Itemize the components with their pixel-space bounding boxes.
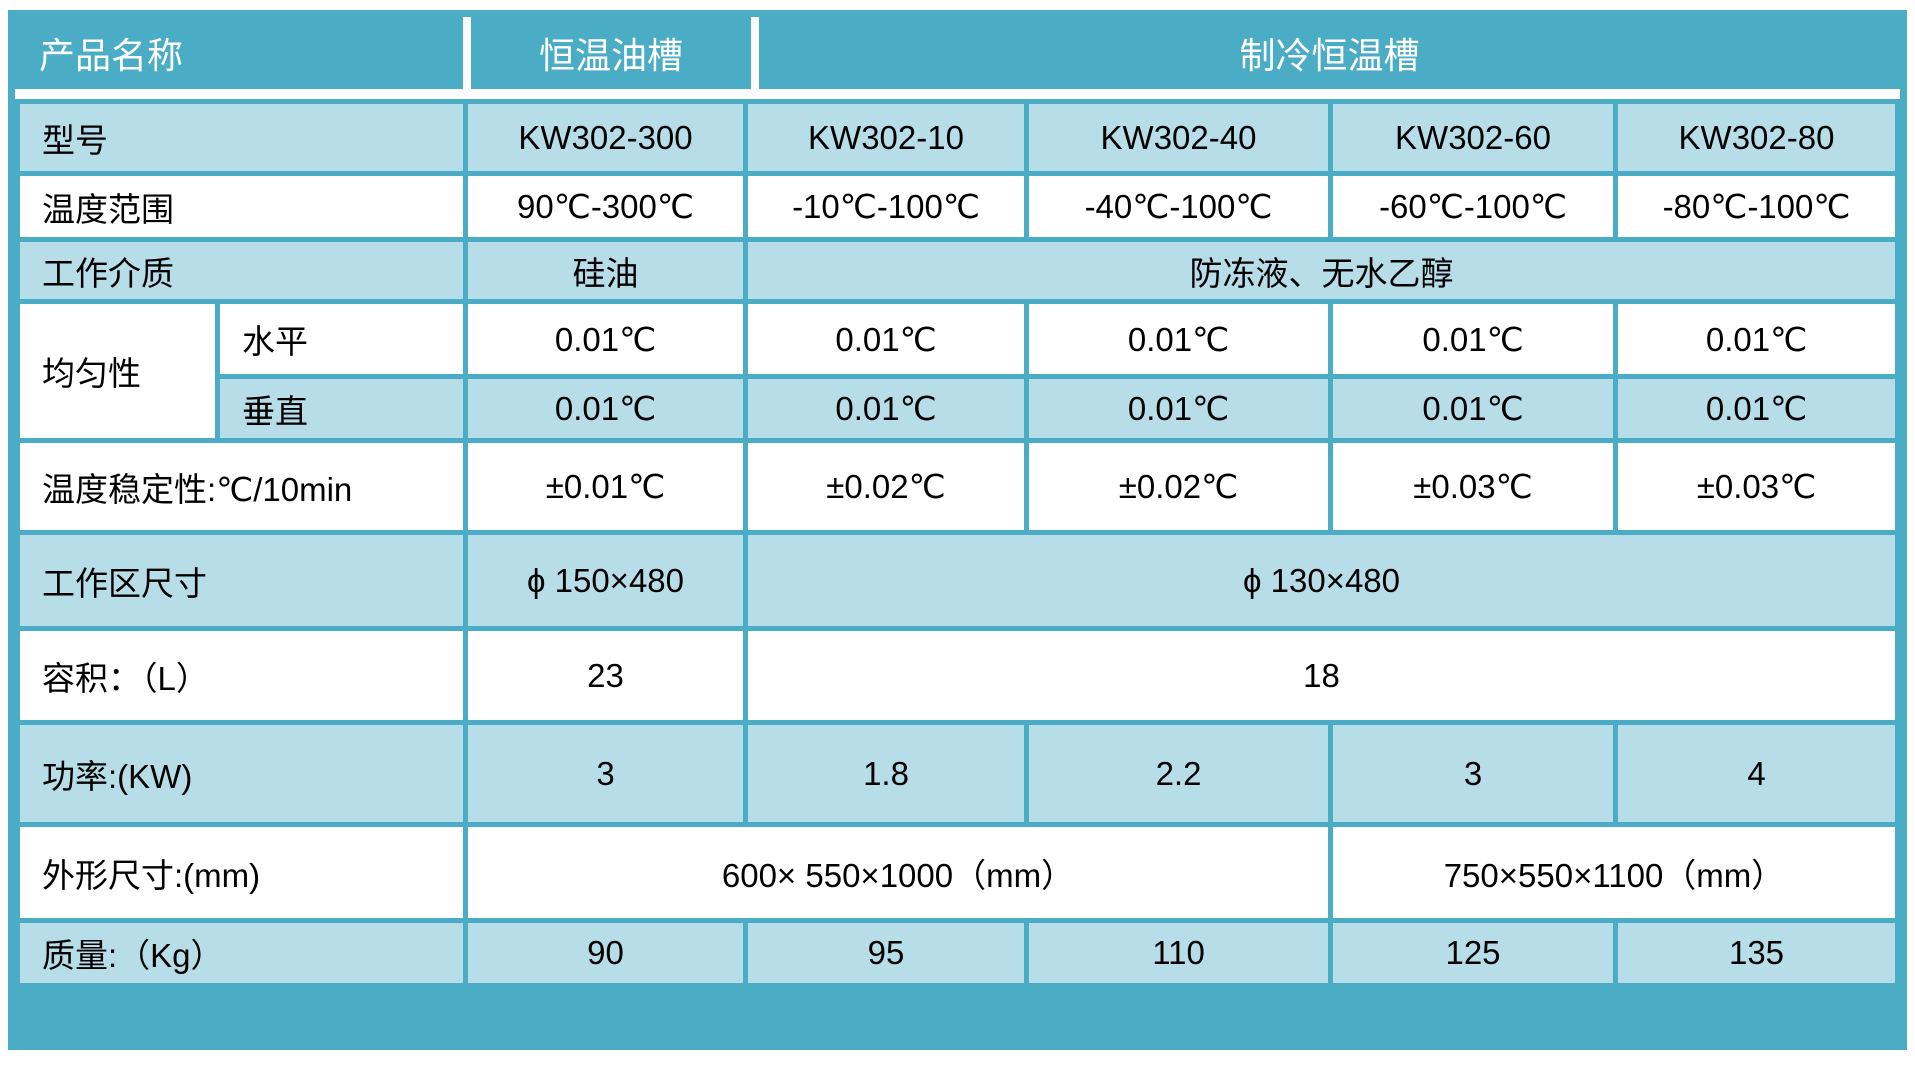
temp-range-value-4: -80℃-100℃ [1613, 171, 1900, 242]
row-temp-range: 温度范围 90℃-300℃ -10℃-100℃ -40℃-100℃ -60℃-1… [15, 171, 1900, 242]
stability-label: 温度稳定性:℃/10min [15, 438, 468, 535]
weight-value-0: 90 [463, 918, 748, 988]
model-value-0: KW302-300 [463, 99, 748, 176]
temp-range-value-2: -40℃-100℃ [1024, 171, 1333, 242]
uniformity-horizontal-2: 0.01℃ [1024, 299, 1333, 379]
volume-label: 容积：（L） [15, 626, 468, 725]
temp-range-value-1: -10℃-100℃ [743, 171, 1029, 242]
power-value-2: 2.2 [1024, 720, 1333, 827]
row-volume: 容积：（L） 23 18 [15, 626, 1900, 725]
uniformity-horizontal-3: 0.01℃ [1328, 299, 1618, 379]
row-stability: 温度稳定性:℃/10min ±0.01℃ ±0.02℃ ±0.02℃ ±0.03… [15, 438, 1900, 535]
row-model: 型号 KW302-300 KW302-10 KW302-40 KW302-60 … [15, 99, 1900, 176]
work-area-label: 工作区尺寸 [15, 530, 468, 631]
model-label: 型号 [15, 99, 468, 176]
row-weight: 质量:（Kg） 90 95 110 125 135 [15, 918, 1900, 988]
row-uniformity-horizontal: 均匀性 水平 0.01℃ 0.01℃ 0.01℃ 0.01℃ 0.01℃ [15, 299, 1900, 443]
weight-value-3: 125 [1328, 918, 1618, 988]
stability-value-1: ±0.02℃ [743, 438, 1029, 535]
row-dimensions: 外形尺寸:(mm) 600× 550×1000（mm） 750×550×1100… [15, 822, 1900, 923]
uniformity-vertical-3: 0.01℃ [1328, 374, 1618, 443]
dimensions-label: 外形尺寸:(mm) [15, 822, 468, 923]
model-value-4: KW302-80 [1613, 99, 1900, 176]
weight-value-2: 110 [1024, 918, 1333, 988]
medium-label: 工作介质 [15, 237, 468, 304]
uniformity-horizontal-0: 0.01℃ [463, 299, 748, 379]
model-value-1: KW302-10 [743, 99, 1029, 176]
weight-value-1: 95 [743, 918, 1029, 988]
dimensions-group-a: 600× 550×1000（mm） [463, 822, 1333, 923]
table-header-row: 产品名称 恒温油槽 制冷恒温槽 [15, 17, 1900, 99]
power-label: 功率:(KW) [15, 720, 468, 827]
weight-label: 质量:（Kg） [15, 918, 468, 988]
power-value-3: 3 [1328, 720, 1618, 827]
spec-table-body: 型号 KW302-300 KW302-10 KW302-40 KW302-60 … [15, 99, 1900, 988]
header-product-name: 产品名称 [15, 17, 463, 89]
model-value-3: KW302-60 [1328, 99, 1618, 176]
weight-value-4: 135 [1613, 918, 1900, 988]
uniformity-label: 均匀性 [15, 299, 220, 443]
volume-oil: 23 [463, 626, 748, 725]
row-medium: 工作介质 硅油 防冻液、无水乙醇 [15, 237, 1900, 304]
stability-value-4: ±0.03℃ [1613, 438, 1900, 535]
stability-value-2: ±0.02℃ [1024, 438, 1333, 535]
row-work-area: 工作区尺寸 ϕ 150×480 ϕ 130×480 [15, 530, 1900, 631]
power-value-0: 3 [463, 720, 748, 827]
spec-table: 产品名称 恒温油槽 制冷恒温槽 型号 KW302-300 KW302-10 KW… [8, 10, 1907, 1050]
temp-range-label: 温度范围 [15, 171, 468, 242]
medium-refrigerated: 防冻液、无水乙醇 [743, 237, 1900, 304]
uniformity-vertical-2: 0.01℃ [1024, 374, 1333, 443]
stability-value-3: ±0.03℃ [1328, 438, 1618, 535]
uniformity-vertical-label: 垂直 [215, 374, 468, 443]
uniformity-horizontal-4: 0.01℃ [1613, 299, 1900, 379]
model-value-2: KW302-40 [1024, 99, 1333, 176]
volume-refrigerated: 18 [743, 626, 1900, 725]
work-area-oil: ϕ 150×480 [463, 530, 748, 631]
uniformity-horizontal-label: 水平 [215, 299, 468, 379]
header-refrigerated-bath: 制冷恒温槽 [759, 17, 1900, 89]
stability-value-0: ±0.01℃ [463, 438, 748, 535]
uniformity-vertical-4: 0.01℃ [1613, 374, 1900, 443]
power-value-4: 4 [1613, 720, 1900, 827]
row-uniformity-vertical: 垂直 0.01℃ 0.01℃ 0.01℃ 0.01℃ 0.01℃ [18, 374, 1900, 443]
header-oil-bath: 恒温油槽 [471, 17, 751, 89]
row-power: 功率:(KW) 3 1.8 2.2 3 4 [15, 720, 1900, 827]
temp-range-value-0: 90℃-300℃ [463, 171, 748, 242]
work-area-refrigerated: ϕ 130×480 [743, 530, 1900, 631]
uniformity-vertical-1: 0.01℃ [743, 374, 1029, 443]
uniformity-vertical-0: 0.01℃ [463, 374, 748, 443]
temp-range-value-3: -60℃-100℃ [1328, 171, 1618, 242]
medium-oil: 硅油 [463, 237, 748, 304]
uniformity-horizontal-1: 0.01℃ [743, 299, 1029, 379]
dimensions-group-b: 750×550×1100（mm） [1328, 822, 1900, 923]
power-value-1: 1.8 [743, 720, 1029, 827]
